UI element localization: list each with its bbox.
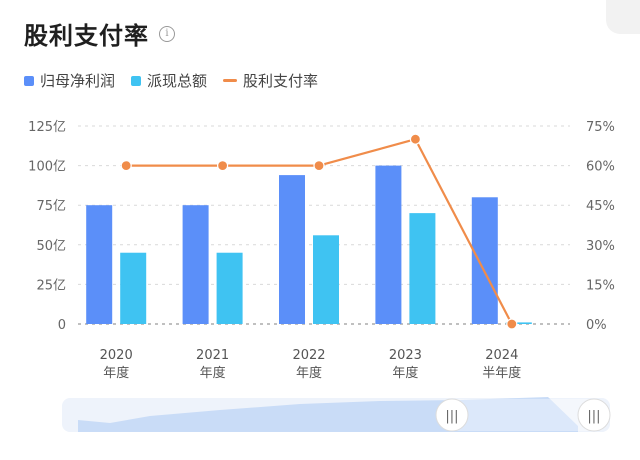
bar-net-profit[interactable] [182,205,209,324]
legend-item-net-profit[interactable]: 归母净利润 [24,70,115,91]
y-left-tick-label: 125亿 [28,120,66,135]
point-payout-ratio[interactable] [409,133,421,145]
point-payout-ratio[interactable] [313,160,325,172]
chart-legend: 归母净利润 派现总额 股利支付率 [24,70,334,91]
legend-swatch-dividend-total [131,75,142,86]
point-payout-ratio[interactable] [506,318,518,330]
legend-label-net-profit: 归母净利润 [40,72,116,90]
chart-header: 股利支付率 i [24,16,175,51]
y-right-tick-label: 0% [586,318,607,333]
y-left-tick-label: 50亿 [36,239,66,254]
x-tick-label-period: 年度 [200,365,226,381]
x-tick-label-year: 2022 [292,348,325,363]
bar-dividend-total[interactable] [216,252,243,324]
range-slider-selection[interactable] [452,399,594,431]
legend-label-dividend-total: 派现总额 [147,72,208,90]
point-payout-ratio[interactable] [120,160,132,172]
y-right-tick-label: 60% [586,160,615,175]
chart-title: 股利支付率 [24,22,149,50]
x-tick-label-year: 2021 [196,348,229,363]
y-left-tick-label: 0 [58,318,66,333]
legend-swatch-net-profit [24,75,34,86]
legend-label-payout-ratio: 股利支付率 [243,72,319,90]
y-right-tick-label: 75% [586,120,615,135]
legend-swatch-payout-ratio [223,79,238,82]
x-tick-label-year: 2020 [100,348,133,363]
x-tick-label-year: 2023 [389,348,422,363]
range-slider-right-handle[interactable] [577,398,611,432]
bar-net-profit[interactable] [279,175,305,324]
bar-dividend-total[interactable] [409,213,436,324]
y-right-tick-label: 45% [586,199,615,214]
corner-tab [606,0,640,34]
legend-item-dividend-total[interactable]: 派现总额 [131,70,207,91]
legend-item-payout-ratio[interactable]: 股利支付率 [223,70,318,91]
bar-net-profit[interactable] [86,205,113,324]
bar-net-profit[interactable] [471,197,498,324]
info-icon[interactable]: i [159,25,175,42]
x-tick-label-period: 半年度 [482,365,521,381]
x-tick-label-period: 年度 [392,365,418,381]
bar-dividend-total[interactable] [313,235,339,324]
range-slider-right-handle-grip-icon: ||| [587,409,600,424]
x-tick-label-year: 2024 [485,348,518,363]
range-slider-left-handle-grip-icon: ||| [445,409,458,424]
y-right-tick-label: 15% [586,278,615,293]
bar-net-profit[interactable] [375,165,402,324]
bar-dividend-total[interactable] [505,322,532,324]
point-payout-ratio[interactable] [217,160,229,172]
y-right-tick-label: 30% [586,239,615,254]
y-left-tick-label: 25亿 [36,278,66,293]
x-tick-label-period: 年度 [296,365,322,381]
y-left-tick-label: 100亿 [28,160,66,175]
bar-dividend-total[interactable] [120,252,147,324]
range-slider-left-handle[interactable] [435,398,469,432]
x-tick-label-period: 年度 [103,365,129,381]
y-left-tick-label: 75亿 [36,199,66,214]
